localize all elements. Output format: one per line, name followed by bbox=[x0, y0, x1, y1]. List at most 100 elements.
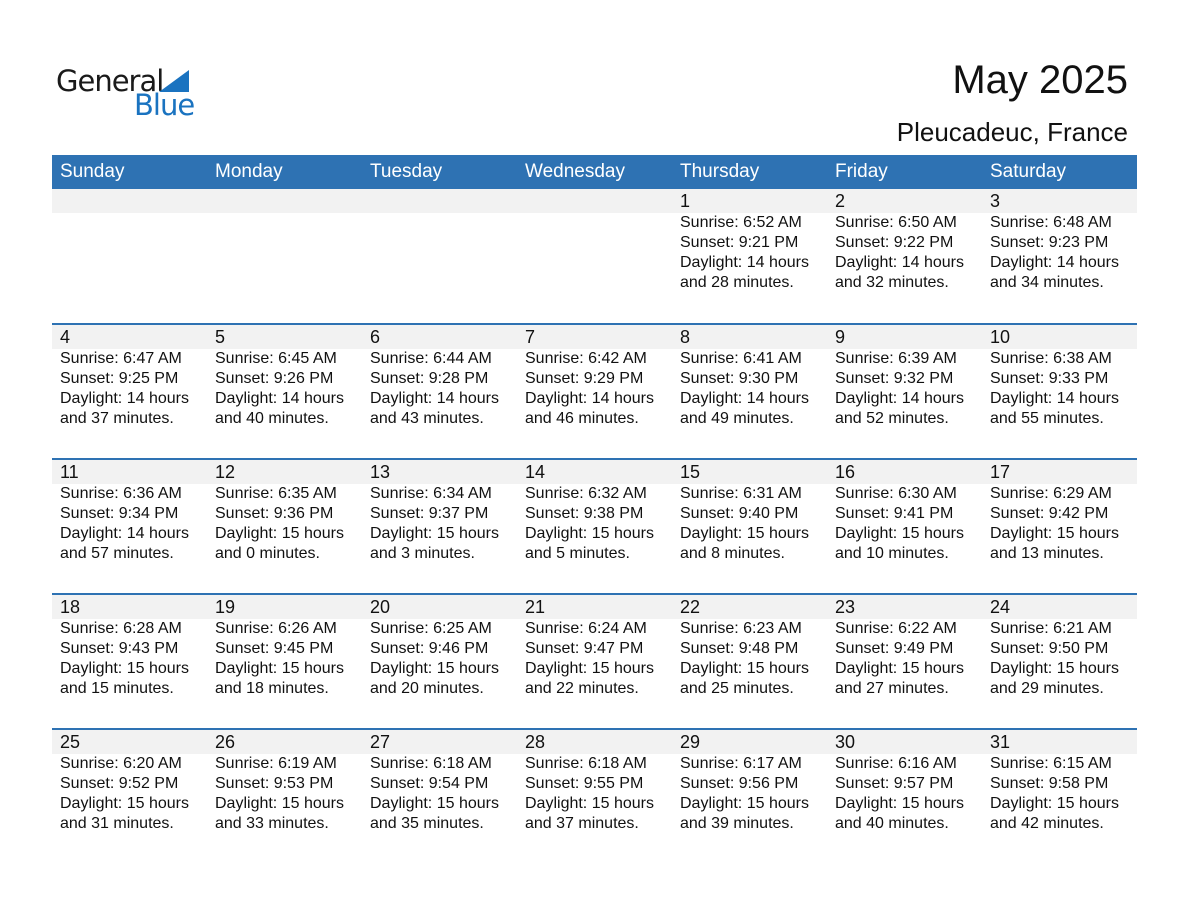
day-number: 13 bbox=[370, 462, 391, 482]
sunset-text: Sunset: 9:34 PM bbox=[60, 505, 179, 522]
sunrise-text: Sunrise: 6:30 AM bbox=[835, 485, 957, 502]
daylight-text: Daylight: 15 hours bbox=[680, 660, 809, 677]
day-cell: 12 Sunrise: 6:35 AM Sunset: 9:36 PM Dayligh… bbox=[207, 460, 362, 590]
day-cell: 10 Sunrise: 6:38 AM Sunset: 9:33 PM Dayligh… bbox=[982, 325, 1137, 455]
sunrise-text: Sunrise: 6:42 AM bbox=[525, 350, 647, 367]
day-cell: 11 Sunrise: 6:36 AM Sunset: 9:34 PM Dayligh… bbox=[52, 460, 207, 590]
sunrise-text: Sunrise: 6:17 AM bbox=[680, 755, 802, 772]
sunset-text: Sunset: 9:53 PM bbox=[215, 775, 334, 792]
sunrise-text: Sunrise: 6:39 AM bbox=[835, 350, 957, 367]
daylight-text: Daylight: 15 hours bbox=[990, 660, 1119, 677]
page-title: May 2025 bbox=[952, 58, 1128, 102]
sunrise-text: Sunrise: 6:50 AM bbox=[835, 214, 957, 231]
daylight-text: Daylight: 15 hours bbox=[525, 525, 654, 542]
day-number: 15 bbox=[680, 462, 701, 482]
sunrise-text: Sunrise: 6:18 AM bbox=[525, 755, 647, 772]
daylight-text: Daylight: 15 hours bbox=[215, 795, 344, 812]
sunset-text: Sunset: 9:55 PM bbox=[525, 775, 644, 792]
sunset-text: Sunset: 9:56 PM bbox=[680, 775, 799, 792]
day-number-band bbox=[52, 595, 1137, 619]
daylight-minutes-text: and 20 minutes. bbox=[370, 680, 484, 697]
day-cell: 2 Sunrise: 6:50 AM Sunset: 9:22 PM Daylight… bbox=[827, 189, 982, 319]
day-number: 31 bbox=[990, 732, 1011, 752]
sunrise-text: Sunrise: 6:47 AM bbox=[60, 350, 182, 367]
daylight-text: Daylight: 15 hours bbox=[525, 795, 654, 812]
day-number: 19 bbox=[215, 597, 236, 617]
sunset-text: Sunset: 9:50 PM bbox=[990, 640, 1109, 657]
day-cell: 18 Sunrise: 6:28 AM Sunset: 9:43 PM Dayligh… bbox=[52, 595, 207, 725]
sunrise-text: Sunrise: 6:34 AM bbox=[370, 485, 492, 502]
daylight-text: Daylight: 14 hours bbox=[990, 390, 1119, 407]
day-number: 16 bbox=[835, 462, 856, 482]
weekday-header: Sunday Monday Tuesday Wednesday Thursday Frid… bbox=[52, 155, 1137, 189]
daylight-text: Daylight: 15 hours bbox=[990, 795, 1119, 812]
daylight-text: Daylight: 14 hours bbox=[990, 254, 1119, 271]
sunset-text: Sunset: 9:45 PM bbox=[215, 640, 334, 657]
daylight-text: Daylight: 15 hours bbox=[835, 525, 964, 542]
sunset-text: Sunset: 9:36 PM bbox=[215, 505, 334, 522]
daylight-text: Daylight: 15 hours bbox=[370, 795, 499, 812]
week-row: 4 Sunrise: 6:47 AM Sunset: 9:25 PM Daylight… bbox=[52, 323, 1137, 460]
daylight-text: Daylight: 14 hours bbox=[835, 254, 964, 271]
day-cell: 15 Sunrise: 6:31 AM Sunset: 9:40 PM Dayligh… bbox=[672, 460, 827, 590]
sunrise-text: Sunrise: 6:26 AM bbox=[215, 620, 337, 637]
daylight-minutes-text: and 46 minutes. bbox=[525, 410, 639, 427]
sunset-text: Sunset: 9:30 PM bbox=[680, 370, 799, 387]
sunrise-text: Sunrise: 6:44 AM bbox=[370, 350, 492, 367]
sunrise-text: Sunrise: 6:36 AM bbox=[60, 485, 182, 502]
sunset-text: Sunset: 9:29 PM bbox=[525, 370, 644, 387]
daylight-text: Daylight: 15 hours bbox=[215, 525, 344, 542]
day-number: 7 bbox=[525, 327, 536, 347]
day-cell: 16 Sunrise: 6:30 AM Sunset: 9:41 PM Dayligh… bbox=[827, 460, 982, 590]
day-cell: 21 Sunrise: 6:24 AM Sunset: 9:47 PM Dayligh… bbox=[517, 595, 672, 725]
daylight-minutes-text: and 10 minutes. bbox=[835, 545, 949, 562]
weekday-tuesday: Tuesday bbox=[370, 161, 443, 182]
day-number: 27 bbox=[370, 732, 391, 752]
daylight-minutes-text: and 8 minutes. bbox=[680, 545, 785, 562]
weekday-friday: Friday bbox=[835, 161, 888, 182]
day-number: 30 bbox=[835, 732, 856, 752]
day-number: 2 bbox=[835, 191, 846, 211]
day-number: 18 bbox=[60, 597, 81, 617]
sunrise-text: Sunrise: 6:28 AM bbox=[60, 620, 182, 637]
sunset-text: Sunset: 9:32 PM bbox=[835, 370, 954, 387]
daylight-minutes-text: and 27 minutes. bbox=[835, 680, 949, 697]
daylight-minutes-text: and 57 minutes. bbox=[60, 545, 174, 562]
sunset-text: Sunset: 9:21 PM bbox=[680, 234, 799, 251]
day-cell: 31 Sunrise: 6:15 AM Sunset: 9:58 PM Dayligh… bbox=[982, 730, 1137, 860]
sunset-text: Sunset: 9:33 PM bbox=[990, 370, 1109, 387]
day-cell: 17 Sunrise: 6:29 AM Sunset: 9:42 PM Dayligh… bbox=[982, 460, 1137, 590]
day-cell: 1 Sunrise: 6:52 AM Sunset: 9:21 PM Daylight… bbox=[672, 189, 827, 319]
sunset-text: Sunset: 9:43 PM bbox=[60, 640, 179, 657]
logo: General Blue bbox=[56, 64, 196, 122]
daylight-minutes-text: and 42 minutes. bbox=[990, 815, 1104, 832]
daylight-minutes-text: and 37 minutes. bbox=[525, 815, 639, 832]
daylight-minutes-text: and 28 minutes. bbox=[680, 274, 794, 291]
day-cell: 28 Sunrise: 6:18 AM Sunset: 9:55 PM Dayligh… bbox=[517, 730, 672, 860]
sunset-text: Sunset: 9:38 PM bbox=[525, 505, 644, 522]
sunrise-text: Sunrise: 6:29 AM bbox=[990, 485, 1112, 502]
daylight-minutes-text: and 15 minutes. bbox=[60, 680, 174, 697]
daylight-text: Daylight: 14 hours bbox=[835, 390, 964, 407]
day-cell: 14 Sunrise: 6:32 AM Sunset: 9:38 PM Dayligh… bbox=[517, 460, 672, 590]
weekday-wednesday: Wednesday bbox=[525, 161, 625, 182]
day-number: 25 bbox=[60, 732, 81, 752]
week-row: 11 Sunrise: 6:36 AM Sunset: 9:34 PM Dayligh… bbox=[52, 458, 1137, 595]
day-cell: 9 Sunrise: 6:39 AM Sunset: 9:32 PM Daylight… bbox=[827, 325, 982, 455]
day-number-band bbox=[52, 460, 1137, 484]
daylight-text: Daylight: 14 hours bbox=[60, 525, 189, 542]
day-cell: 27 Sunrise: 6:18 AM Sunset: 9:54 PM Dayligh… bbox=[362, 730, 517, 860]
day-number: 26 bbox=[215, 732, 236, 752]
day-cell: 4 Sunrise: 6:47 AM Sunset: 9:25 PM Daylight… bbox=[52, 325, 207, 455]
day-cell: 8 Sunrise: 6:41 AM Sunset: 9:30 PM Daylight… bbox=[672, 325, 827, 455]
day-number-band bbox=[52, 189, 1137, 213]
daylight-minutes-text: and 39 minutes. bbox=[680, 815, 794, 832]
daylight-minutes-text: and 55 minutes. bbox=[990, 410, 1104, 427]
day-number-band bbox=[52, 325, 1137, 349]
daylight-minutes-text: and 32 minutes. bbox=[835, 274, 949, 291]
daylight-minutes-text: and 25 minutes. bbox=[680, 680, 794, 697]
weekday-sunday: Sunday bbox=[60, 161, 125, 182]
day-cell: 23 Sunrise: 6:22 AM Sunset: 9:49 PM Dayligh… bbox=[827, 595, 982, 725]
sunset-text: Sunset: 9:54 PM bbox=[370, 775, 489, 792]
day-number-band bbox=[52, 730, 1137, 754]
